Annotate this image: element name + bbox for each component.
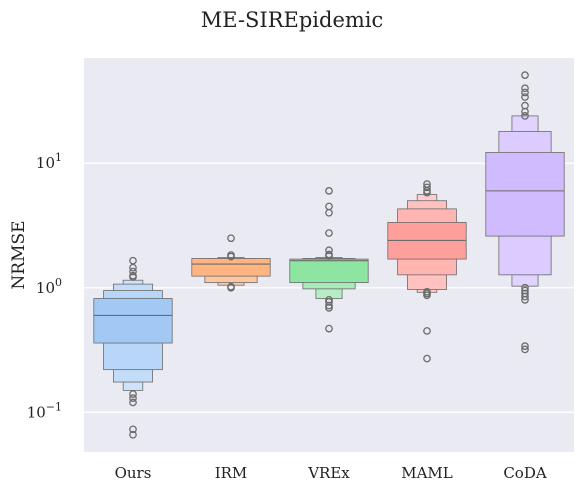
- box-level: [191, 258, 271, 277]
- outlier-point: [325, 324, 333, 333]
- x-tick-label: VREx: [307, 464, 350, 482]
- outlier-point: [521, 283, 529, 292]
- outlier-point: [521, 71, 529, 79]
- outlier-point: [521, 342, 529, 350]
- boxes: [93, 115, 565, 391]
- outlier-point: [423, 188, 431, 197]
- y-tick-label: 101: [36, 151, 62, 172]
- outlier-point: [325, 303, 333, 312]
- outlier-point: [521, 292, 529, 301]
- outlier-point: [129, 390, 137, 398]
- boxen-ours: [93, 279, 173, 391]
- outlier-point: [423, 183, 431, 192]
- outlier-point: [227, 252, 235, 261]
- x-tick-labels: Ours IRM VREx MAML CoDA: [115, 464, 547, 482]
- box-level: [93, 298, 173, 344]
- y-tick-labels: 10−1 100 101: [27, 151, 62, 421]
- outlier-point: [325, 252, 333, 260]
- outlier-point: [129, 394, 137, 402]
- outlier-point: [521, 84, 529, 93]
- outlier-point: [129, 273, 137, 281]
- x-tick-label: IRM: [215, 464, 248, 482]
- outlier-point: [227, 283, 235, 292]
- boxen-coda: [485, 115, 565, 287]
- y-tick-label: 10−1: [27, 400, 62, 421]
- x-tick-label: Ours: [115, 464, 152, 482]
- outlier-point: [325, 187, 333, 195]
- x-tick-label: CoDA: [503, 464, 547, 482]
- outlier-point: [129, 425, 137, 434]
- outlier-point: [521, 88, 529, 97]
- y-axis-label: NRMSE: [9, 220, 29, 289]
- outlier-point: [423, 354, 431, 363]
- outlier-point: [129, 267, 137, 276]
- outlier-point: [325, 246, 333, 255]
- chart-title: ME-SIREpidemic: [201, 8, 384, 32]
- outlier-point: [325, 208, 333, 217]
- outlier-point: [521, 93, 529, 101]
- outlier-point: [423, 327, 431, 335]
- boxen-maml: [387, 194, 467, 293]
- outlier-point: [521, 345, 529, 354]
- boxen-irm: [191, 257, 271, 286]
- outlier-point: [521, 112, 529, 120]
- box-level: [485, 152, 565, 237]
- outlier-point: [129, 430, 137, 439]
- plot-background: [84, 58, 574, 452]
- y-tick-label: 100: [36, 276, 62, 297]
- outlier-point: [129, 263, 137, 272]
- outlier-point: [325, 301, 333, 310]
- outlier-point: [521, 107, 529, 116]
- outlier-point: [227, 234, 235, 243]
- x-tick-label: MAML: [401, 464, 453, 482]
- outlier-point: [423, 291, 431, 300]
- outlier-point: [325, 229, 333, 237]
- outliers: [129, 71, 529, 439]
- outlier-point: [129, 398, 137, 407]
- outlier-point: [521, 295, 529, 304]
- box-level: [289, 258, 369, 284]
